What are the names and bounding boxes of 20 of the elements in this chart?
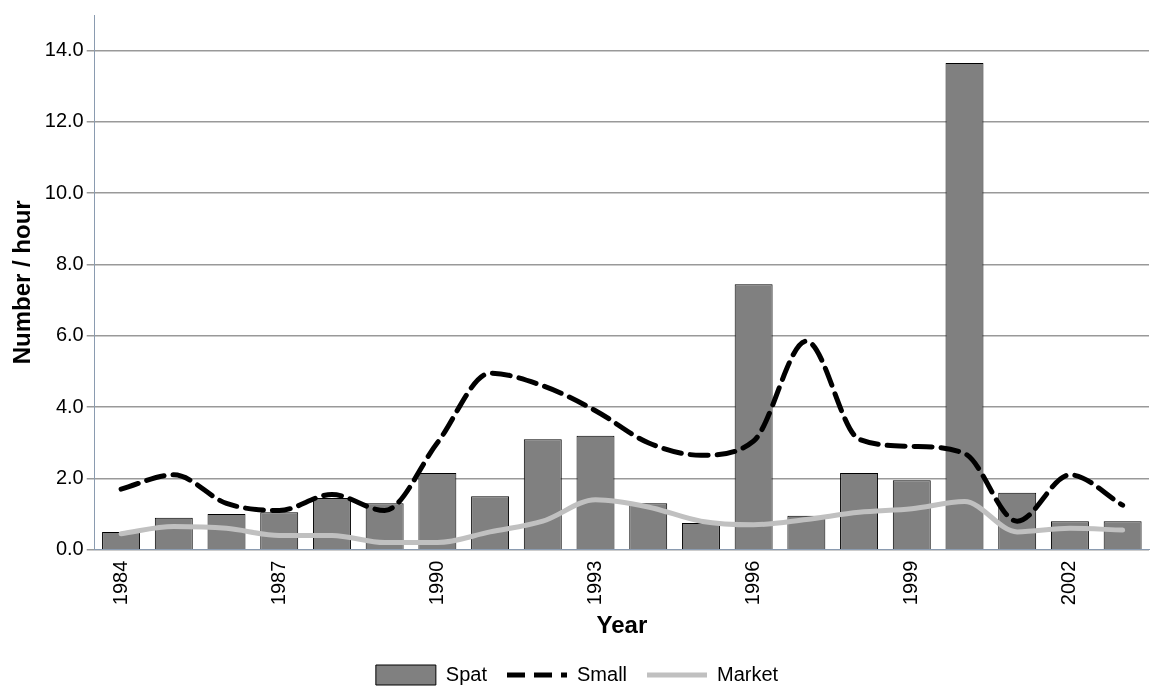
y-tick-label: 14.0 (44, 38, 84, 61)
y-tick-label: 8.0 (55, 252, 84, 275)
x-tick-label: 1990 (424, 560, 447, 606)
y-tick-label: 12.0 (44, 109, 84, 132)
x-tick-label: 1984 (108, 560, 131, 606)
x-tick-label: 1993 (583, 560, 606, 606)
x-tick-label: 1987 (266, 560, 289, 606)
x-tick-label: 1996 (741, 560, 764, 606)
y-tick-label: 2.0 (55, 465, 84, 488)
legend-label: Market (717, 662, 779, 685)
legend-label: Small (577, 662, 628, 685)
x-tick-label: 1999 (899, 560, 922, 606)
y-tick-label: 0.0 (55, 537, 84, 560)
y-tick-label: 10.0 (44, 180, 84, 203)
x-axis-title: Year (596, 611, 648, 639)
y-axis-title: Number / hour (8, 200, 36, 365)
x-tick-label: 2002 (1057, 560, 1080, 606)
y-tick-label: 4.0 (55, 394, 84, 417)
legend-label: Spat (445, 662, 488, 685)
y-tick-label: 6.0 (55, 323, 84, 346)
